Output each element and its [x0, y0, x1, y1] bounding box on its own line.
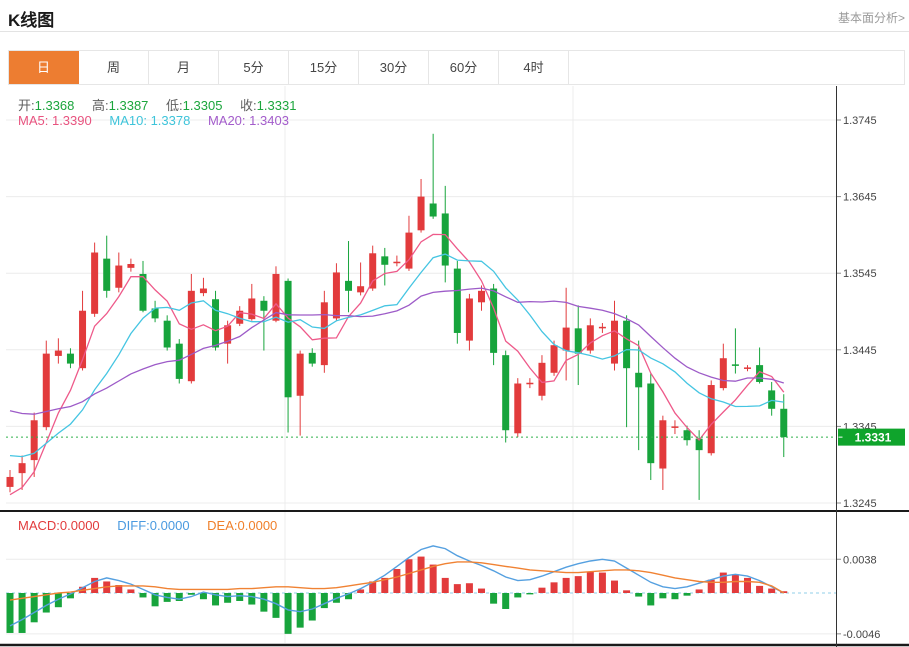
- ma10-value: 1.3378: [150, 113, 191, 128]
- svg-text:1.3331: 1.3331: [855, 431, 892, 445]
- current-price-badge: [838, 428, 905, 446]
- tab-60min[interactable]: 60分: [429, 51, 499, 84]
- ma-info-row: MA5: 1.3390 MA10: 1.3378 MA20: 1.3403: [18, 113, 303, 128]
- diff-value: 0.0000: [149, 518, 190, 533]
- ma20-value: 1.3403: [249, 113, 289, 128]
- tab-30min[interactable]: 30分: [359, 51, 429, 84]
- tab-week[interactable]: 周: [79, 51, 149, 84]
- candles: [6, 133, 788, 500]
- ma5-line: [9, 233, 785, 496]
- dea-label: DEA:: [207, 518, 238, 533]
- svg-text:1.3745: 1.3745: [843, 115, 877, 127]
- svg-text:-0.0046: -0.0046: [843, 629, 880, 641]
- title-divider: [0, 31, 909, 32]
- macd-histogram: [6, 556, 788, 634]
- macd-label: MACD:: [18, 518, 60, 533]
- svg-text:1.3545: 1.3545: [843, 268, 877, 280]
- ma5-value: 1.3390: [51, 113, 92, 128]
- close-value: 1.3331: [256, 98, 297, 113]
- ma10-label: MA10:: [109, 113, 147, 128]
- fundamental-analysis-link[interactable]: 基本面分析>: [837, 11, 905, 25]
- ma10-line: [9, 253, 784, 458]
- macd-lines: [9, 545, 785, 627]
- high-value: 1.3387: [108, 98, 149, 113]
- close-label: 收:: [240, 98, 257, 113]
- tab-day[interactable]: 日: [9, 51, 79, 84]
- tab-month[interactable]: 月: [149, 51, 219, 84]
- macd-info-row: MACD:0.0000 DIFF:0.0000 DEA:0.0000: [18, 518, 291, 533]
- svg-text:1.3245: 1.3245: [843, 498, 877, 510]
- tab-15min[interactable]: 15分: [289, 51, 359, 84]
- tab-filler: [569, 51, 904, 84]
- tab-5min[interactable]: 5分: [219, 51, 289, 84]
- svg-text:0.0038: 0.0038: [843, 554, 877, 566]
- ma20-label: MA20:: [207, 113, 246, 128]
- frame: [0, 86, 909, 647]
- diff-label: DIFF:: [117, 518, 150, 533]
- ma-lines: [9, 233, 785, 496]
- ma5-label: MA5:: [18, 113, 49, 128]
- current-price: 1.3331: [6, 428, 905, 446]
- low-value: 1.3305: [182, 98, 223, 113]
- tab-4hour[interactable]: 4时: [499, 51, 569, 84]
- page-title: K线图: [8, 11, 55, 30]
- ohlc-info-row: 开:1.3368 高:1.3387 低:1.3305 收:1.3331: [18, 95, 310, 114]
- high-label: 高:: [92, 98, 109, 113]
- dea-value: 0.0000: [237, 518, 278, 533]
- diff-line: [9, 545, 785, 627]
- svg-text:1.3445: 1.3445: [843, 345, 877, 357]
- macd-value: 0.0000: [59, 518, 100, 533]
- dea-line: [9, 561, 785, 601]
- open-value: 1.3368: [34, 98, 75, 113]
- macd-gridlines: 0.0038 -0.0046: [6, 554, 880, 641]
- ma20-line: [9, 287, 784, 415]
- interval-tabs: 日 周 月 5分 15分 30分 60分 4时: [8, 50, 905, 85]
- open-label: 开:: [18, 98, 35, 113]
- low-label: 低:: [166, 98, 183, 113]
- svg-text:1.3645: 1.3645: [843, 192, 877, 204]
